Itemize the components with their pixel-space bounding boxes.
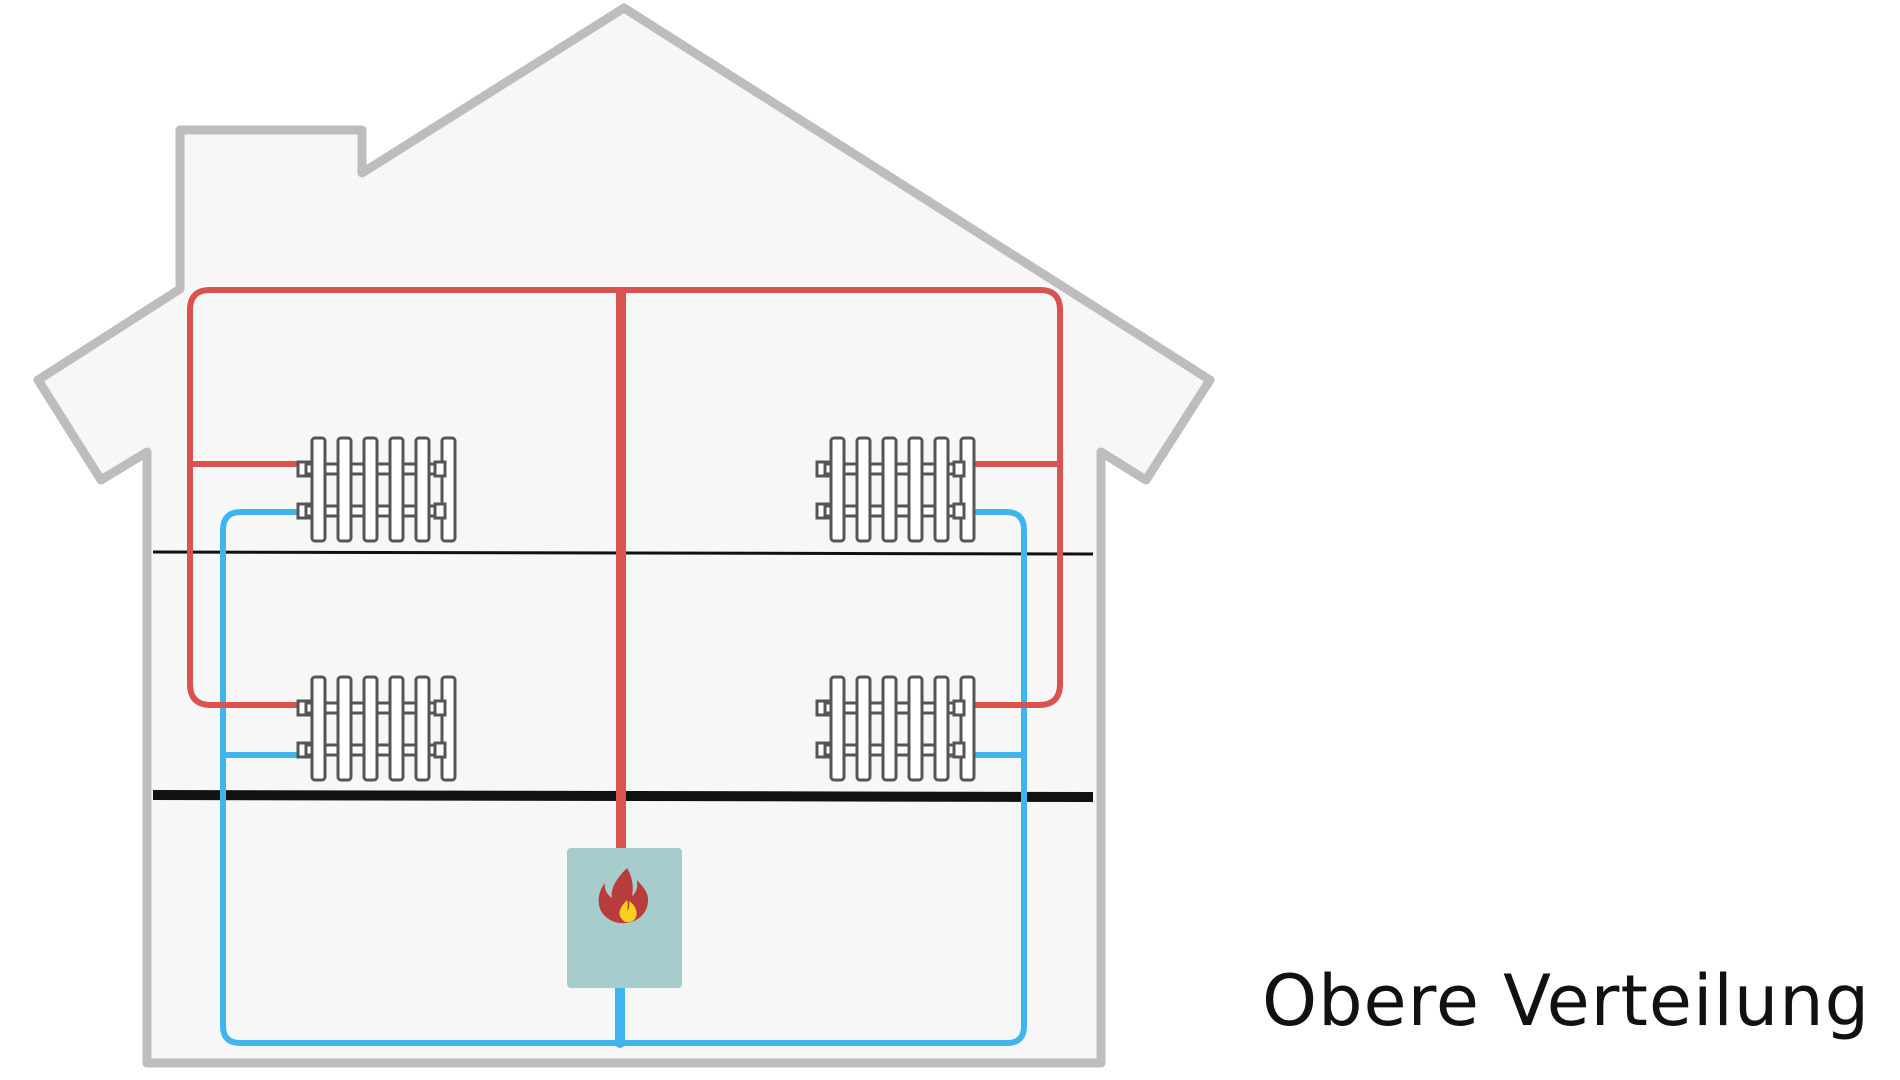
diagram-caption: Obere Verteilung (1262, 960, 1871, 1042)
boiler (567, 848, 682, 988)
flame-icon (598, 868, 649, 924)
supply-pipe-network (187, 287, 1063, 853)
radiator-icon (296, 675, 457, 782)
radiator-icon (815, 675, 976, 782)
radiator-icon (296, 436, 457, 543)
radiator-icon (815, 436, 976, 543)
return-pipe-network (220, 509, 1027, 1048)
